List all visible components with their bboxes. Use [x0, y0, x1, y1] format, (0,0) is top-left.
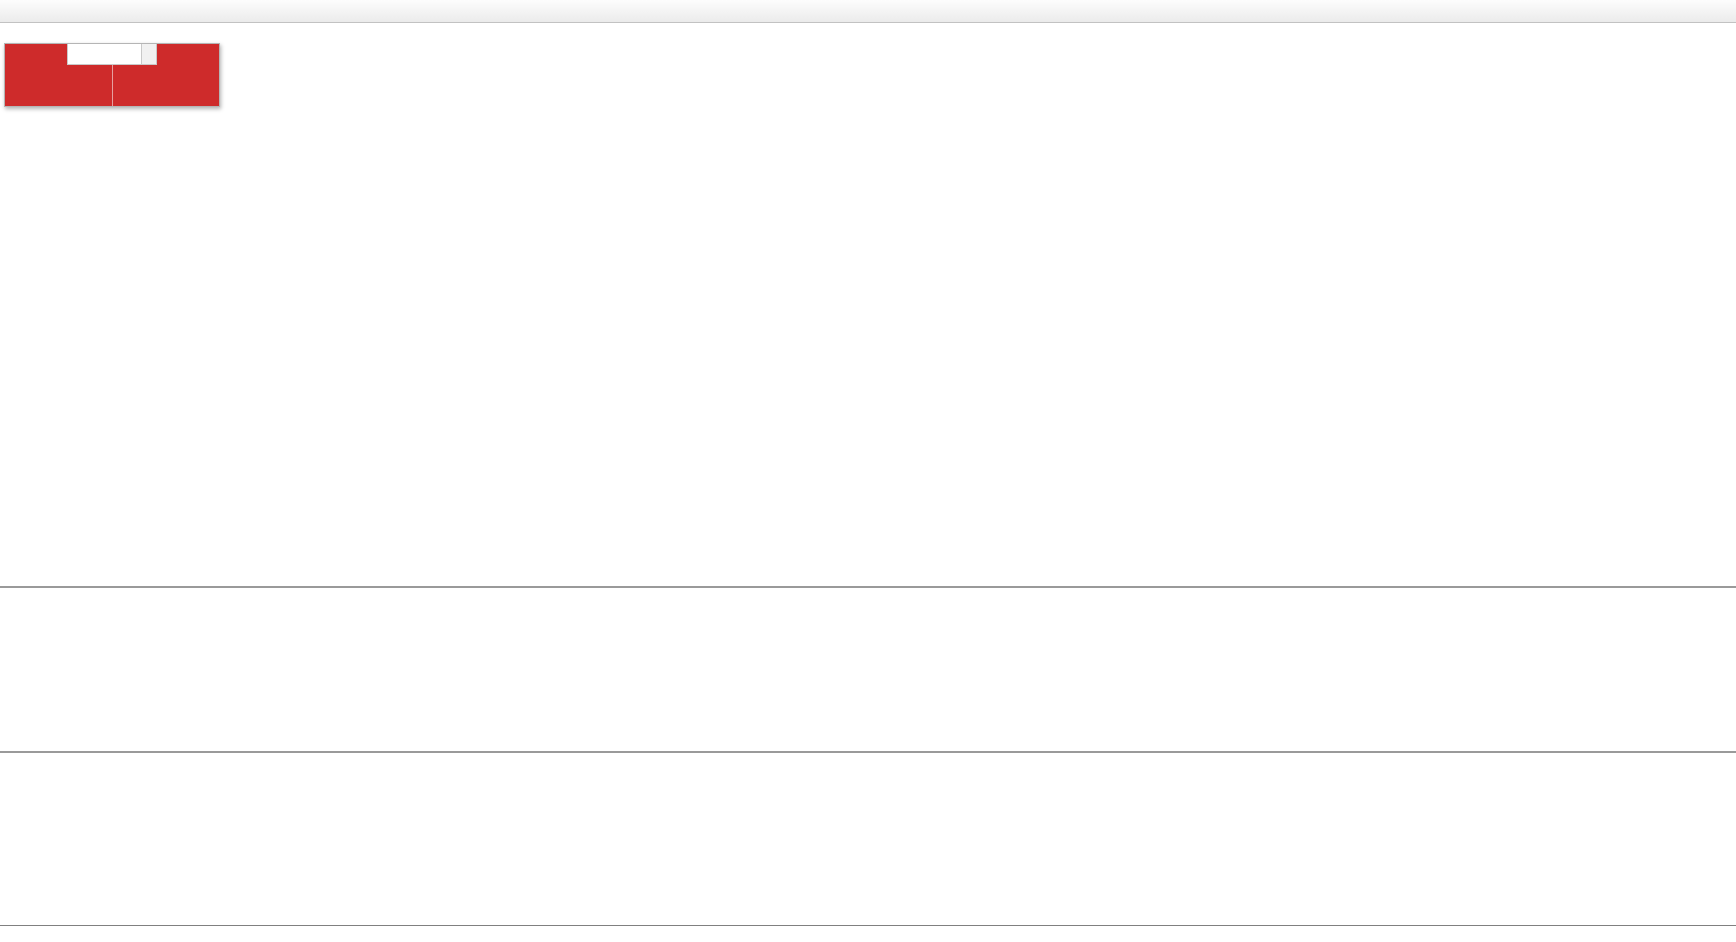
- rsi-panel[interactable]: [0, 753, 1736, 925]
- volume-input[interactable]: [68, 44, 141, 64]
- volume-stepper: [141, 44, 156, 64]
- sell-button[interactable]: [5, 44, 67, 65]
- buy-button[interactable]: [157, 44, 219, 65]
- panel-resize-separator-2[interactable]: [0, 751, 1736, 753]
- sell-price[interactable]: [5, 65, 113, 106]
- buy-price[interactable]: [112, 65, 219, 106]
- macd-panel[interactable]: [0, 588, 1736, 751]
- one-click-trading-panel: [4, 43, 220, 107]
- panel-resize-separator[interactable]: [0, 586, 1736, 588]
- volume-field: [67, 44, 157, 65]
- toolbar: [0, 0, 1736, 23]
- main-chart[interactable]: [0, 23, 1736, 586]
- time-axis[interactable]: [0, 925, 1736, 942]
- volume-down-icon[interactable]: [142, 54, 156, 64]
- volume-up-icon[interactable]: [142, 44, 156, 54]
